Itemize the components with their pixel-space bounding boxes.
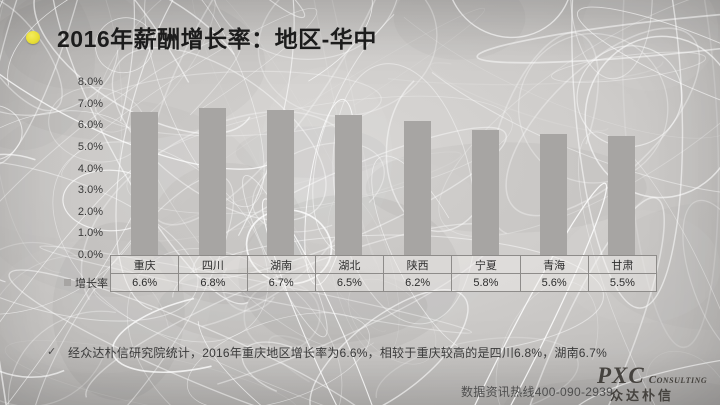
y-axis-tick-label: 2.0% bbox=[77, 205, 103, 218]
table-value-cell: 5.5% bbox=[587, 273, 658, 292]
table-value-cell: 6.5% bbox=[314, 273, 385, 292]
table-category-cell: 青海 bbox=[519, 255, 589, 274]
chart-bar bbox=[335, 114, 363, 255]
logo-consulting-text: Consulting bbox=[648, 374, 708, 386]
chart-bar bbox=[198, 108, 226, 255]
title-bullet-dot bbox=[26, 30, 40, 44]
table-category-cell: 四川 bbox=[178, 255, 248, 274]
table-value-cell: 6.6% bbox=[109, 273, 180, 292]
chart-data-table: 重庆 四川 湖南 湖北 陕西 宁夏 青海 甘肃 6.6% 6.8% 6.7% 6.5% 6.2% 5.8%… bbox=[109, 255, 658, 292]
table-category-cell: 湖北 bbox=[314, 255, 385, 274]
checkmark-icon: ✓ bbox=[47, 346, 57, 358]
chart-bar bbox=[267, 110, 295, 255]
table-category-cell: 陕西 bbox=[382, 255, 453, 274]
table-value-cell: 6.7% bbox=[246, 273, 316, 292]
y-axis-tick-label: 6.0% bbox=[77, 119, 103, 132]
table-category-cell: 重庆 bbox=[109, 255, 180, 274]
footnote-text: 经众达朴信研究院统计，2016年重庆地区增长率为6.6%，相较于重庆较高的是四川… bbox=[68, 346, 607, 360]
hotline-text: 数据资讯热线400-090-2939 bbox=[461, 385, 614, 399]
y-axis-tick-label: 8.0% bbox=[77, 76, 103, 89]
chart-bar bbox=[130, 112, 158, 255]
legend-label: 增长率 bbox=[75, 277, 108, 290]
y-axis-tick-label: 4.0% bbox=[77, 162, 103, 175]
y-axis-tick-label: 1.0% bbox=[77, 227, 103, 240]
logo-top-row: PXC Consulting bbox=[597, 364, 707, 387]
table-category-cell: 甘肃 bbox=[587, 255, 658, 274]
chart-bar bbox=[403, 121, 431, 255]
chart-bar bbox=[471, 129, 499, 255]
table-category-cell: 湖南 bbox=[246, 255, 316, 274]
slide-title: 2016年薪酬增长率：地区-华中 bbox=[57, 26, 377, 52]
footnote: ✓ 经众达朴信研究院统计，2016年重庆地区增长率为6.6%，相较于重庆较高的是… bbox=[47, 344, 680, 361]
table-value-cell: 5.6% bbox=[519, 273, 589, 292]
table-row: 6.6% 6.8% 6.7% 6.5% 6.2% 5.8% 5.6% 5.5% bbox=[109, 273, 658, 292]
logo-pxc-text: PXC bbox=[597, 363, 645, 388]
chart-bar bbox=[608, 136, 636, 255]
table-value-cell: 5.8% bbox=[451, 273, 521, 292]
slide-title-row: 2016年薪酬增长率：地区-华中 bbox=[26, 21, 377, 53]
chart-legend: 增长率 bbox=[64, 274, 108, 291]
y-axis-tick-label: 0.0% bbox=[77, 249, 103, 261]
chart-bar bbox=[540, 134, 568, 255]
y-axis-tick-label: 7.0% bbox=[77, 97, 103, 110]
pxc-logo: PXC Consulting 众达朴信 bbox=[597, 364, 707, 402]
table-value-cell: 6.2% bbox=[382, 273, 453, 292]
table-value-cell: 6.8% bbox=[178, 273, 248, 292]
y-axis-tick-label: 3.0% bbox=[77, 184, 103, 197]
logo-chinese-name: 众达朴信 bbox=[610, 388, 675, 403]
table-row: 重庆 四川 湖南 湖北 陕西 宁夏 青海 甘肃 bbox=[109, 255, 658, 274]
y-axis-tick-label: 5.0% bbox=[77, 141, 103, 153]
legend-color-swatch bbox=[64, 279, 71, 286]
table-category-cell: 宁夏 bbox=[451, 255, 521, 274]
